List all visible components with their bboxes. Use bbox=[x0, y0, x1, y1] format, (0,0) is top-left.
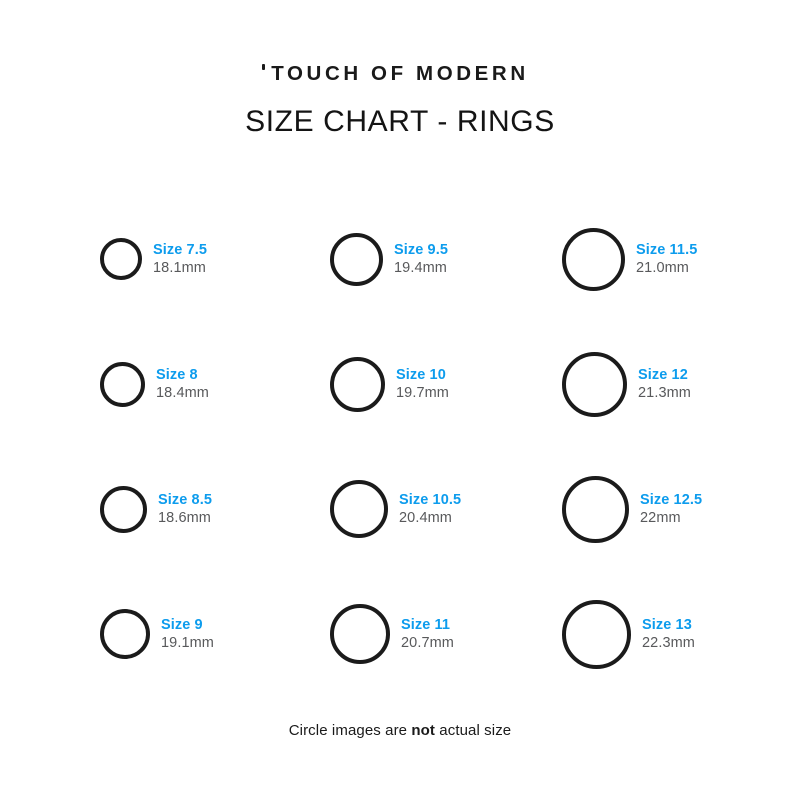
footnote-text-before: Circle images are bbox=[288, 722, 412, 739]
ring-circle-icon bbox=[562, 351, 627, 417]
ring-size-item: Size 11.5 21.0mm bbox=[562, 227, 697, 291]
ring-diameter-label: 20.4mm bbox=[399, 509, 452, 526]
ring-diameter-label: 21.0mm bbox=[636, 259, 689, 276]
footnote-text-after: actual size bbox=[435, 722, 512, 739]
brand-name: TOUCH OF MODERN bbox=[271, 62, 529, 85]
ring-size-label: Size 12.5 bbox=[640, 491, 703, 508]
ring-size-label: Size 12 bbox=[638, 366, 688, 383]
ring-diameter-label: 19.1mm bbox=[161, 634, 214, 651]
ring-size-item: Size 10.5 20.4mm bbox=[330, 480, 461, 538]
ring-diameter-label: 19.7mm bbox=[396, 384, 449, 401]
ring-circle-icon bbox=[100, 361, 145, 407]
ring-size-labels: Size 11 20.7mm bbox=[401, 617, 454, 652]
page-header: TOUCH OF MODERN SIZE CHART - RINGS bbox=[0, 0, 800, 137]
ring-size-item: Size 11 20.7mm bbox=[330, 604, 454, 664]
ring-size-labels: Size 8.5 18.6mm bbox=[158, 492, 212, 527]
ring-size-label: Size 9.5 bbox=[394, 241, 448, 258]
ring-circle-icon bbox=[330, 604, 390, 664]
ring-circle-icon bbox=[330, 232, 383, 286]
ring-size-label: Size 10.5 bbox=[399, 491, 462, 508]
ring-diameter-label: 22.3mm bbox=[642, 634, 695, 651]
ring-size-label: Size 8.5 bbox=[158, 491, 212, 508]
ring-diameter-label: 20.7mm bbox=[401, 634, 454, 651]
ring-size-label: Size 8 bbox=[156, 366, 198, 383]
ring-size-label: Size 13 bbox=[642, 616, 692, 633]
ring-diameter-label: 22mm bbox=[640, 509, 681, 526]
ring-size-labels: Size 7.5 18.1mm bbox=[153, 242, 207, 277]
ring-size-label: Size 11 bbox=[401, 616, 451, 633]
footnote-emphasis: not bbox=[411, 722, 436, 739]
ring-size-labels: Size 12 21.3mm bbox=[638, 367, 691, 402]
ring-size-item: Size 8.5 18.6mm bbox=[100, 485, 212, 533]
ring-circle-icon bbox=[100, 238, 142, 280]
ring-size-item: Size 9.5 19.4mm bbox=[330, 232, 448, 286]
ring-circle-icon bbox=[330, 480, 388, 538]
ring-size-label: Size 10 bbox=[396, 366, 446, 383]
ring-size-label: Size 9 bbox=[161, 616, 203, 633]
ring-size-item: Size 8 18.4mm bbox=[100, 361, 209, 407]
ring-diameter-label: 18.6mm bbox=[158, 509, 211, 526]
brand-logo: TOUCH OF MODERN bbox=[262, 62, 529, 85]
ring-size-label: Size 11.5 bbox=[636, 241, 698, 258]
ring-size-label: Size 7.5 bbox=[153, 241, 207, 258]
ring-size-item: Size 7.5 18.1mm bbox=[100, 238, 207, 280]
ring-size-labels: Size 12.5 22mm bbox=[640, 492, 702, 527]
ring-diameter-label: 18.4mm bbox=[156, 384, 209, 401]
ring-size-item: Size 13 22.3mm bbox=[562, 599, 695, 669]
ring-circle-icon bbox=[562, 599, 631, 669]
ring-diameter-label: 21.3mm bbox=[638, 384, 691, 401]
ring-size-item: Size 12.5 22mm bbox=[562, 475, 702, 543]
ring-size-grid: Size 7.5 18.1mm Size 9.5 19.4mm Size 11.5 21.… bbox=[0, 206, 800, 686]
ring-size-labels: Size 9 19.1mm bbox=[161, 617, 214, 652]
ring-circle-icon bbox=[100, 609, 150, 659]
ring-size-labels: Size 10 19.7mm bbox=[396, 367, 449, 402]
ring-circle-icon bbox=[330, 356, 385, 412]
ring-size-labels: Size 8 18.4mm bbox=[156, 367, 209, 402]
ring-diameter-label: 19.4mm bbox=[394, 259, 447, 276]
ring-size-labels: Size 9.5 19.4mm bbox=[394, 242, 448, 277]
page-title: SIZE CHART - RINGS bbox=[245, 105, 555, 138]
ring-circle-icon bbox=[100, 485, 147, 533]
ring-size-item: Size 10 19.7mm bbox=[330, 356, 449, 412]
ring-circle-icon bbox=[562, 475, 629, 543]
ring-size-labels: Size 11.5 21.0mm bbox=[636, 242, 697, 277]
ring-diameter-label: 18.1mm bbox=[153, 259, 206, 276]
ring-size-item: Size 12 21.3mm bbox=[562, 351, 691, 417]
ring-circle-icon bbox=[562, 227, 625, 291]
ring-size-item: Size 9 19.1mm bbox=[100, 609, 214, 659]
apostrophe-tick-icon bbox=[262, 64, 266, 70]
ring-size-labels: Size 10.5 20.4mm bbox=[399, 492, 461, 527]
footnote: Circle images are not actual size bbox=[0, 722, 800, 739]
ring-size-labels: Size 13 22.3mm bbox=[642, 617, 695, 652]
